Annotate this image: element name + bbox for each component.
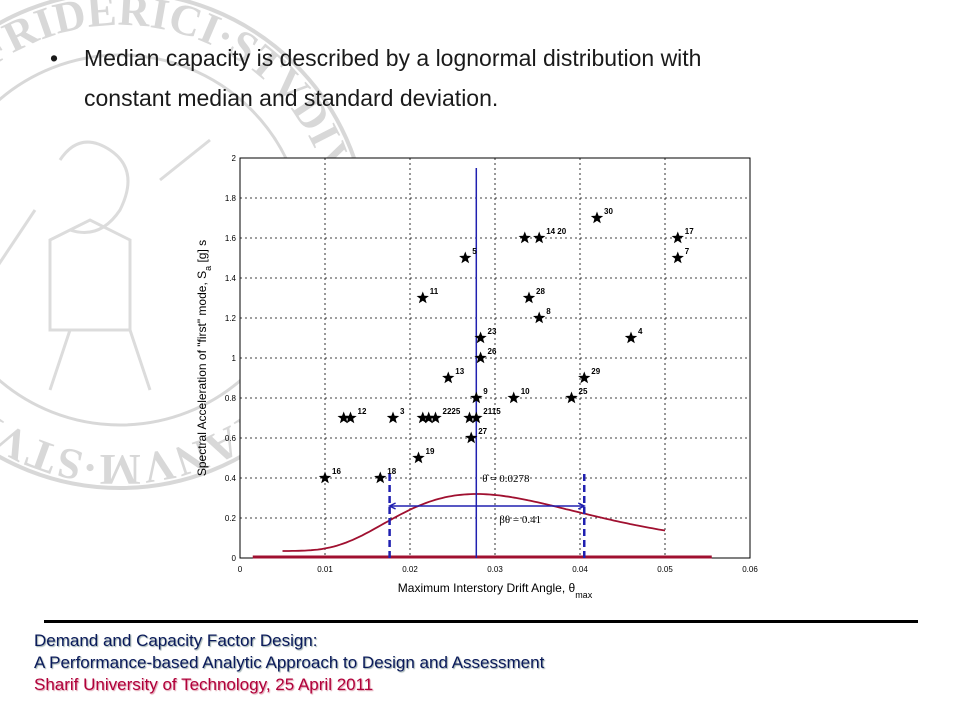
x-axis-label-subscript: max [575,590,593,600]
x-tick-label: 0.05 [657,565,673,574]
data-point-label: 13 [455,367,464,376]
x-axis-label: Maximum Interstory Drift Angle, θmax [398,581,593,600]
y-tick-label: 0.6 [225,434,237,443]
x-tick-label: 0.06 [742,565,758,574]
data-point-label: 11 [430,287,439,296]
data-point-star [416,291,429,304]
data-point-label: 28 [536,287,545,296]
y-axis-label: Spectral Acceleration of "first" mode, S… [195,240,213,476]
data-point-star [465,431,478,444]
data-point-star [474,351,487,364]
data-point-star [422,411,435,424]
y-tick-label: 1.8 [225,194,237,203]
y-tick-label: 1.6 [225,234,237,243]
data-point-star [474,331,487,344]
footer-line-3: Sharif University of Technology, 25 Apri… [34,675,374,694]
data-point-label: 17 [685,227,694,236]
data-point-star [416,411,429,424]
data-point-label: 26 [488,347,497,356]
bullet-text-line2: constant median and standard deviation. [84,85,499,111]
y-tick-label: 1 [232,354,237,363]
x-tick-label: 0.02 [402,565,418,574]
data-point-label: 4 [638,327,643,336]
footer-line-1: Demand and Capacity Factor Design: [34,631,318,650]
data-point-star [624,331,638,344]
data-point-star [386,411,400,424]
data-point-star [671,251,684,264]
data-point-star [337,411,350,424]
x-tick-label: 0.01 [317,565,333,574]
data-point-star [518,231,531,244]
y-tick-label: 1.4 [225,274,237,283]
data-point-star [318,471,332,484]
y-tick-label: 0.2 [225,514,237,523]
footer: Demand and Capacity Factor Design: A Per… [34,630,544,696]
data-point-star [374,471,387,484]
y-tick-label: 0 [232,554,237,563]
data-point-label: 16 [332,467,341,476]
data-point-star [590,211,604,224]
data-point-star [671,231,684,244]
lognormal-pdf-curve [282,493,666,552]
data-point-label: 19 [426,447,435,456]
data-point-label: 3 [400,407,405,416]
data-point-label: 23 [488,327,497,336]
data-point-label: 18 [387,467,396,476]
data-point-star [344,411,357,424]
footer-line-2: A Performance-based Analytic Approach to… [34,653,545,672]
data-point-label: 8 [546,307,551,316]
bullet-text-line1: Median capacity is described by a lognor… [84,45,702,71]
data-point-label: 29 [591,367,600,376]
data-point-label: 30 [604,207,613,216]
data-point-label: 10 [521,387,530,396]
footer-divider [44,620,918,623]
data-point-star [463,411,476,424]
y-tick-label: 0.8 [225,394,237,403]
bracket-arrow-right [577,502,586,510]
capacity-scatter-chart: 0 0.01 0.02 0.03 0.04 0.05 0.0600.20.40.60.811… [195,154,758,600]
data-point-label: 9 [483,387,488,396]
data-point-star [412,451,425,464]
data-point-label: 27 [478,427,487,436]
bullet-point: • Median capacity is described by a logn… [50,38,930,118]
data-point-label: 7 [685,247,690,256]
data-point-star [565,391,578,404]
y-axis-label-unit: [g] s [195,240,209,266]
x-tick-label: 0 [238,565,243,574]
bracket-arrow-left [387,502,396,510]
data-point-star [578,371,591,384]
data-point-star [459,251,472,264]
y-tick-label: 0.4 [225,474,237,483]
data-point-star [429,411,442,424]
data-point-star [533,231,546,244]
x-tick-label: 0.04 [572,565,588,574]
median-annotation: θ̂ = 0.0278 [482,473,530,485]
data-point-label: 2115 [483,407,501,416]
data-point-star [470,411,483,424]
data-point-label: 2225 [443,407,461,416]
data-point-label: 12 [358,407,367,416]
data-point-star [507,391,520,404]
data-point-label: 14 20 [546,227,567,236]
data-point-label: 5 [472,247,477,256]
y-axis-label-subscript: a [203,266,213,271]
y-tick-label: 1.2 [225,314,237,323]
data-point-star [442,371,455,384]
data-point-star [470,391,483,404]
x-tick-label: 0.03 [487,565,503,574]
data-point-label: 25 [579,387,588,396]
bullet-symbol: • [50,45,59,71]
data-point-star [533,311,546,324]
data-point-star [522,291,536,304]
y-tick-label: 2 [232,154,237,163]
dispersion-annotation: βθ = 0.41 [499,514,541,526]
